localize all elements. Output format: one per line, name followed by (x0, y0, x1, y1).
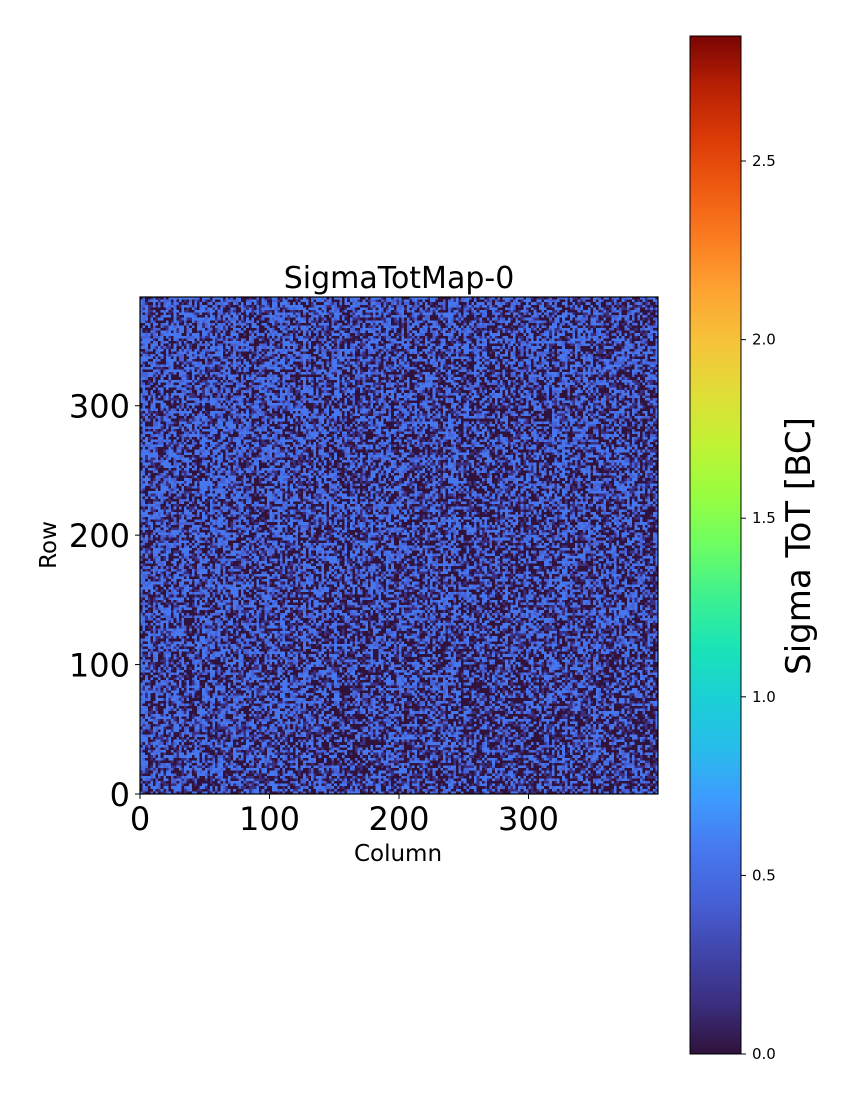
x-axis-label: Column (354, 841, 442, 867)
y-axis-label: Row (36, 521, 62, 569)
x-axis-ticks: 0 100 200 300 (130, 794, 559, 838)
x-tick-label: 200 (368, 800, 429, 838)
x-tick-label: 100 (239, 800, 300, 838)
y-tick-label: 300 (69, 388, 130, 426)
y-tick-label: 100 (69, 647, 130, 685)
y-tick-label: 200 (69, 517, 130, 555)
colorbar (689, 35, 742, 1055)
heatmap (140, 297, 658, 794)
colorbar-tick-label: 1.5 (752, 509, 776, 527)
colorbar-tick-label: 0.0 (752, 1045, 776, 1063)
colorbar-ticks: 0.0 0.5 1.0 1.5 2.0 2.5 (741, 152, 776, 1063)
colorbar-label: Sigma ToT [BC] (779, 417, 819, 675)
colorbar-tick-label: 0.5 (752, 866, 776, 884)
chart-title: SigmaTotMap-0 (284, 261, 515, 296)
colorbar-tick-label: 2.5 (752, 152, 776, 170)
x-tick-label: 0 (130, 800, 150, 838)
colorbar-tick-label: 1.0 (752, 688, 776, 706)
y-tick-label: 0 (110, 776, 130, 814)
y-axis-ticks: 0 100 200 300 (69, 388, 140, 814)
x-tick-label: 300 (498, 800, 559, 838)
colorbar-tick-label: 2.0 (752, 331, 776, 349)
